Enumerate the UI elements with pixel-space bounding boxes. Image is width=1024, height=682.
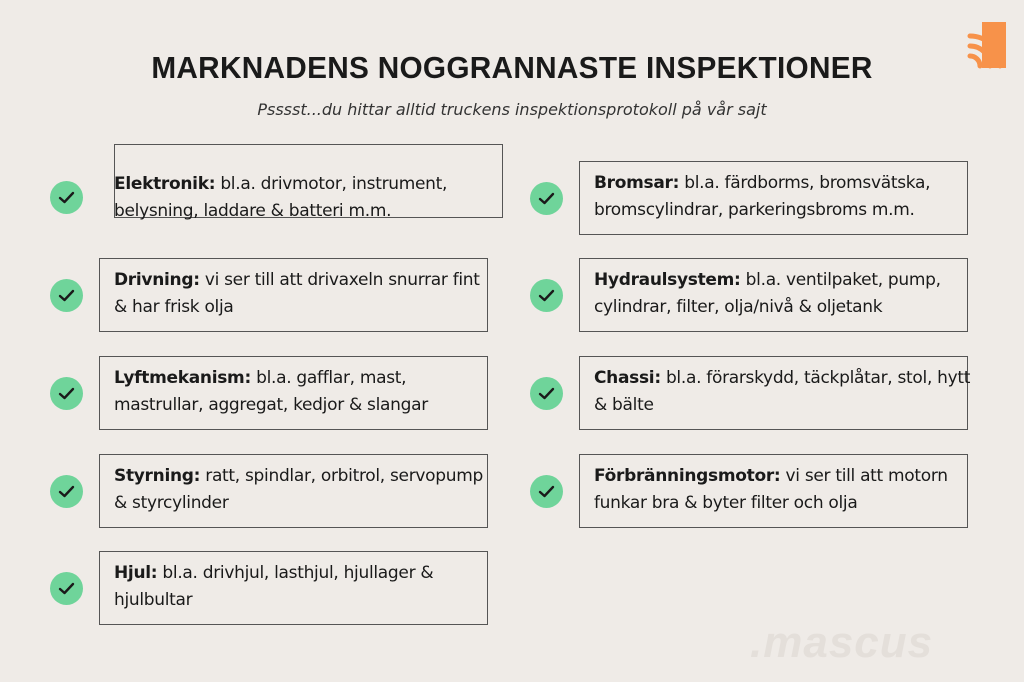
item-box (99, 454, 488, 528)
item-text: Drivning: vi ser till att drivaxeln snur… (114, 267, 494, 321)
check-icon (50, 377, 83, 410)
item-label: Elektronik: (114, 174, 216, 194)
item-description: bl.a. drivmotor, instrument, belysning, … (114, 174, 448, 221)
item-label: Förbränningsmotor: (594, 466, 781, 486)
item-label: Hydraulsystem: (594, 270, 741, 290)
item-description: bl.a. ventilpaket, pump, cylindrar, filt… (594, 270, 941, 317)
item-label: Drivning: (114, 270, 200, 290)
item-box (579, 161, 968, 235)
check-icon (50, 181, 83, 214)
brand-logo-icon (966, 20, 1008, 74)
check-icon (530, 475, 563, 508)
item-text: Förbränningsmotor: vi ser till att motor… (594, 463, 974, 517)
item-description: vi ser till att motorn funkar bra & byte… (594, 466, 948, 513)
item-box (579, 258, 968, 332)
item-text: Lyftmekanism: bl.a. gafflar, mast, mastr… (114, 365, 494, 419)
mascus-watermark: .mascus (750, 618, 934, 667)
item-box (579, 454, 968, 528)
item-box (99, 551, 488, 625)
item-description: bl.a. gafflar, mast, mastrullar, aggrega… (114, 368, 428, 415)
check-icon (50, 279, 83, 312)
page-subtitle: Psssst...du hittar alltid truckens inspe… (257, 100, 767, 119)
check-icon (50, 572, 83, 605)
item-box (99, 356, 488, 430)
page-title: MARKNADENS NOGGRANNASTE INSPEKTIONER (151, 50, 873, 85)
item-box (114, 144, 503, 218)
item-text: Styrning: ratt, spindlar, orbitrol, serv… (114, 463, 494, 517)
item-description: ratt, spindlar, orbitrol, servopump & st… (114, 466, 483, 513)
item-text: Bromsar: bl.a. färdborms, bromsvätska, b… (594, 170, 974, 224)
check-icon (530, 377, 563, 410)
item-text: Chassi: bl.a. förarskydd, täckplåtar, st… (594, 365, 974, 419)
item-box (579, 356, 968, 430)
item-description: vi ser till att drivaxeln snurrar fint &… (114, 270, 480, 317)
item-text: Hydraulsystem: bl.a. ventilpaket, pump, … (594, 267, 974, 321)
item-text: Hjul: bl.a. drivhjul, lasthjul, hjullage… (114, 560, 494, 614)
check-icon (50, 475, 83, 508)
item-text: Elektronik: bl.a. drivmotor, instrument,… (114, 171, 494, 225)
item-label: Bromsar: (594, 173, 680, 193)
check-icon (530, 182, 563, 215)
item-label: Chassi: (594, 368, 661, 388)
check-icon (530, 279, 563, 312)
item-description: bl.a. förarskydd, täckplåtar, stol, hytt… (594, 368, 971, 415)
item-label: Hjul: (114, 563, 158, 583)
item-box (99, 258, 488, 332)
item-description: bl.a. färdborms, bromsvätska, bromscylin… (594, 173, 931, 220)
item-label: Styrning: (114, 466, 201, 486)
item-label: Lyftmekanism: (114, 368, 251, 388)
item-description: bl.a. drivhjul, lasthjul, hjullager & hj… (114, 563, 434, 610)
